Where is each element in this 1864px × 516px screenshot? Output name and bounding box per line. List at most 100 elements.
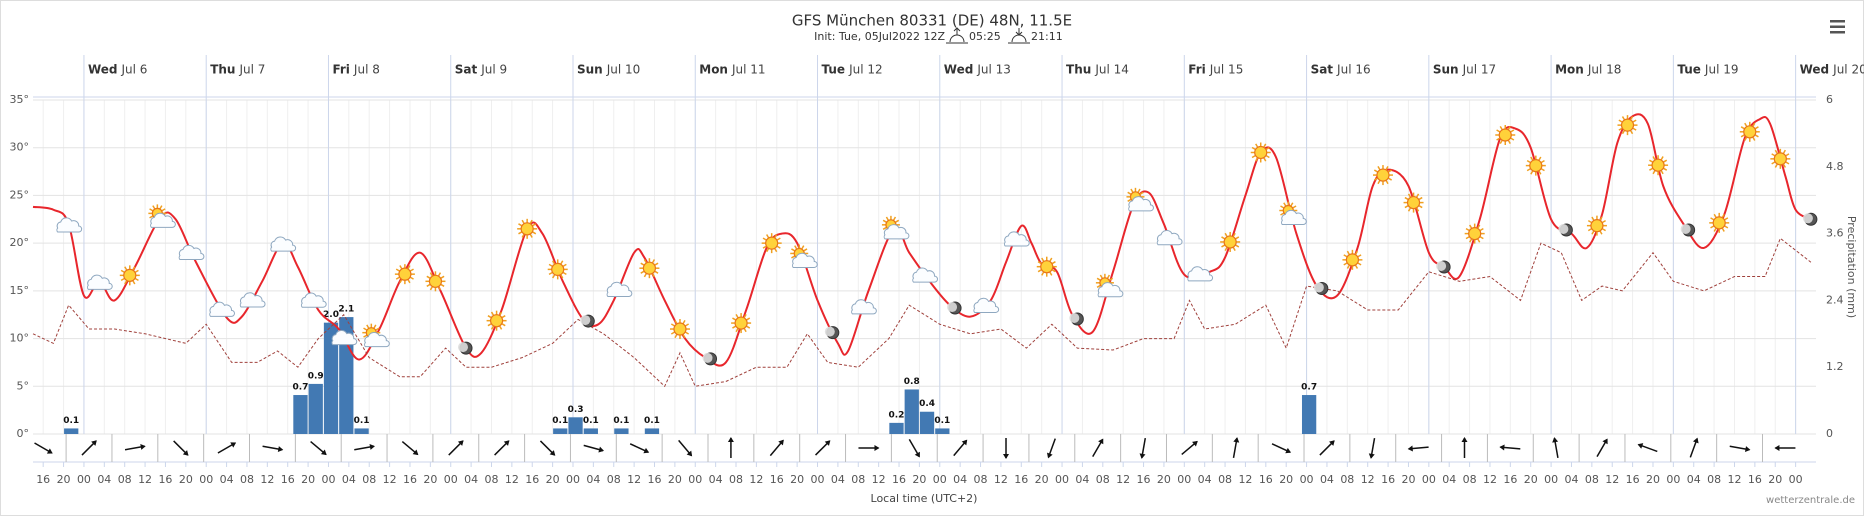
wind-arrow xyxy=(401,440,419,456)
wind-arrow-head xyxy=(1774,445,1780,452)
sun-ray xyxy=(134,277,139,281)
weather-icon xyxy=(331,330,358,346)
sun-ray xyxy=(670,323,676,327)
cloud-shape xyxy=(331,330,358,346)
sun-ray xyxy=(1649,159,1654,163)
sun-disc xyxy=(398,267,412,281)
day-weekday: Fri xyxy=(332,63,349,77)
wind-arrow xyxy=(1271,443,1292,454)
sun-ray xyxy=(1496,129,1501,133)
day-date: Jul 15 xyxy=(1209,63,1244,77)
weather-icon xyxy=(1250,142,1271,163)
wind-arrow xyxy=(1232,437,1240,458)
sun-ray xyxy=(531,231,537,235)
sun-ray xyxy=(1660,156,1664,161)
x-tick-label: 20 xyxy=(1646,473,1660,486)
sun-disc xyxy=(673,322,687,336)
wind-arrow-head xyxy=(874,445,880,452)
wind-arrow xyxy=(34,442,53,454)
sun-ray xyxy=(552,260,556,265)
sun-ray xyxy=(885,216,890,221)
weather-icon xyxy=(1739,121,1760,142)
y-tick-label: 15° xyxy=(10,284,30,297)
wind-arrow xyxy=(1181,440,1198,456)
x-tick-label: 16 xyxy=(36,473,50,486)
sun-ray xyxy=(1652,156,1656,161)
x-tick-label: 00 xyxy=(444,473,458,486)
precipitation-bar xyxy=(553,428,568,434)
sun-ray xyxy=(682,319,686,325)
wind-arrow xyxy=(678,439,693,457)
x-tick-label: 04 xyxy=(220,473,234,486)
day-date: Jul 7 xyxy=(238,63,265,77)
cloud-shape xyxy=(1128,196,1154,212)
wind-arrow-head xyxy=(686,450,693,457)
weather-icon xyxy=(1036,256,1057,277)
x-tick-label: 08 xyxy=(729,473,743,486)
wind-arrow-head xyxy=(1329,440,1335,446)
chart-subtitle: Init: Tue, 05Jul2022 12Z xyxy=(814,30,945,43)
sun-disc xyxy=(1468,227,1482,241)
x-tick-label: 04 xyxy=(1198,473,1212,486)
y2-tick-label: 2.4 xyxy=(1826,293,1844,306)
x-tick-label: 16 xyxy=(1259,473,1273,486)
sun-ray xyxy=(1234,236,1240,240)
sun-ray xyxy=(531,223,537,227)
x-tick-label: 00 xyxy=(811,473,825,486)
sun-ray xyxy=(1465,227,1470,232)
x-tick-label: 12 xyxy=(749,473,763,486)
sun-disc xyxy=(1223,235,1237,249)
moon-shade xyxy=(1069,313,1080,324)
sun-ray xyxy=(409,276,414,280)
wind-arrow xyxy=(1461,437,1468,458)
sun-ray xyxy=(1418,204,1423,209)
moon-shade xyxy=(1313,282,1324,293)
sun-ray xyxy=(487,323,492,327)
sun-ray xyxy=(1404,196,1409,201)
sun-ray xyxy=(654,270,659,274)
weather-icon xyxy=(947,301,962,315)
sun-ray xyxy=(1377,166,1381,171)
sun-ray xyxy=(429,286,434,291)
sun-ray xyxy=(490,325,495,330)
wind-arrow xyxy=(1003,438,1010,459)
sun-disc xyxy=(520,222,534,236)
day-weekday: Thu xyxy=(210,63,235,77)
sun-ray xyxy=(1601,227,1606,232)
sun-ray xyxy=(1263,157,1267,162)
x-tick-label: 12 xyxy=(1483,473,1497,486)
wind-arrow xyxy=(953,439,968,457)
sun-ray xyxy=(1785,161,1790,165)
sun-ray xyxy=(682,333,686,339)
x-tick-label: 04 xyxy=(586,473,600,486)
menu-button[interactable] xyxy=(1830,20,1845,34)
sun-ray xyxy=(1373,177,1379,181)
wind-arrow-head xyxy=(549,450,556,456)
sun-ray xyxy=(529,233,533,238)
weather-icon xyxy=(362,323,390,348)
y2-axis-title: Precipitation (mm) xyxy=(1845,216,1858,318)
cloud-shape xyxy=(86,274,113,290)
sun-ray xyxy=(791,255,796,259)
sun-ray xyxy=(1251,146,1256,151)
sun-ray xyxy=(159,205,163,210)
y-tick-label: 5° xyxy=(17,379,30,392)
weather-icon xyxy=(1436,260,1451,274)
sun-ray xyxy=(1224,232,1228,238)
sun-ray xyxy=(1357,262,1362,266)
sun-ray xyxy=(803,248,808,252)
day-date: Jul 13 xyxy=(976,63,1011,77)
day-weekday: Wed xyxy=(1800,63,1830,77)
x-tick-label: 16 xyxy=(525,473,539,486)
sun-ray xyxy=(762,237,767,241)
weather-icon xyxy=(912,267,938,283)
wind-arrow xyxy=(81,440,97,456)
day-weekday: Mon xyxy=(699,63,728,77)
cloud-shape xyxy=(851,299,877,315)
sun-ray xyxy=(501,315,506,319)
wind-arrow-head xyxy=(1233,437,1240,443)
day-weekday: Fri xyxy=(1188,63,1205,77)
weather-icon xyxy=(178,244,205,260)
wind-arrow-head xyxy=(46,448,53,454)
